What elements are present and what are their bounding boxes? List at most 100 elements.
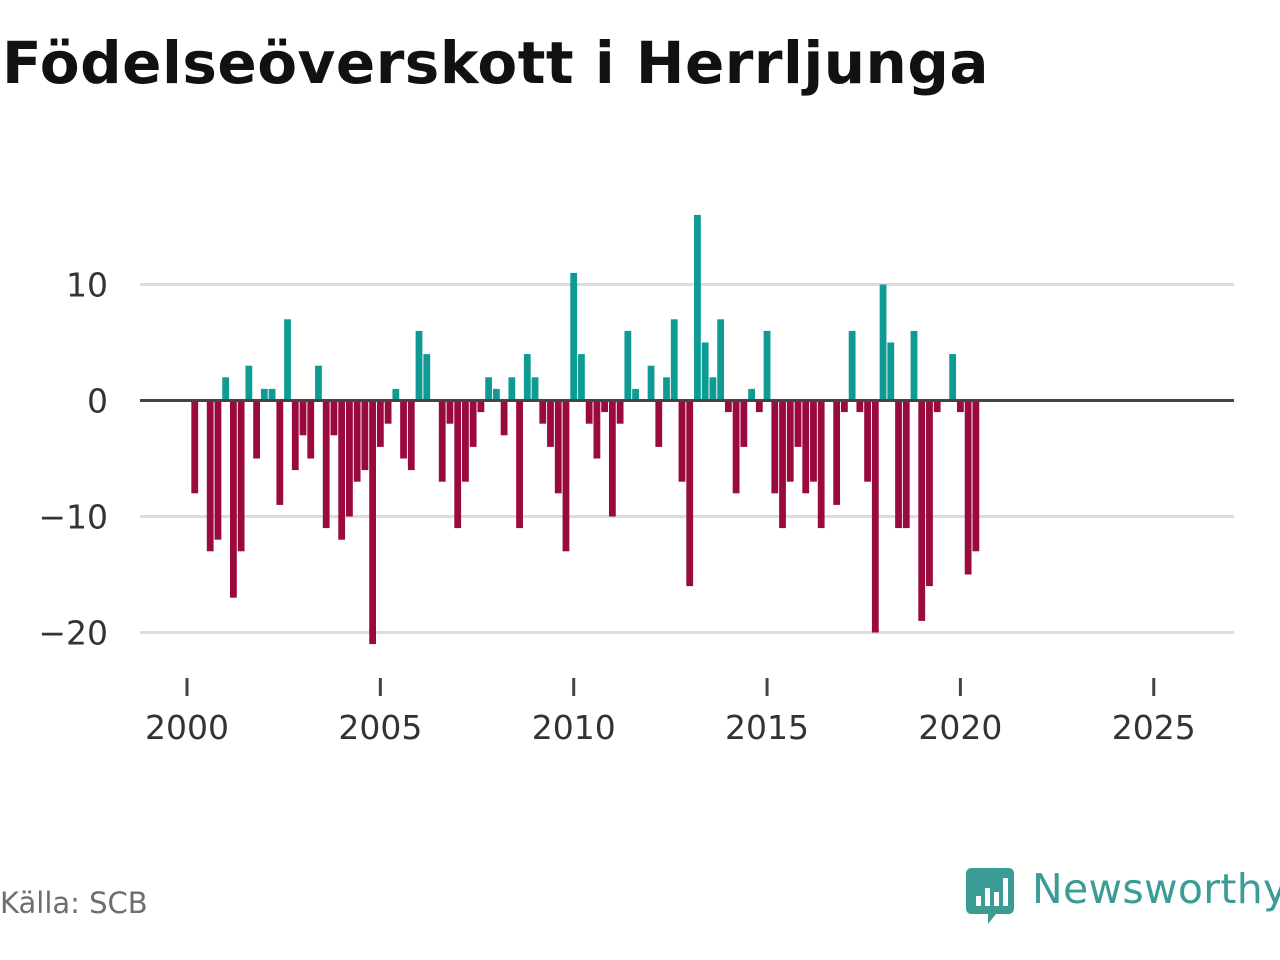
- bar: [299, 400, 307, 436]
- bar: [245, 365, 253, 401]
- bar: [771, 400, 779, 494]
- bar: [871, 400, 879, 633]
- x-tick-label: 2020: [918, 708, 1002, 747]
- bar: [570, 272, 578, 401]
- bar: [833, 400, 841, 505]
- brand-name: Newsworthy: [1032, 865, 1280, 913]
- bar: [763, 330, 771, 401]
- bar: [330, 400, 338, 436]
- bar: [686, 400, 694, 587]
- bar: [222, 377, 230, 401]
- bar: [601, 400, 609, 413]
- y-tick-label: −20: [38, 614, 108, 653]
- bar: [500, 400, 508, 436]
- bars-group: [191, 214, 980, 645]
- bar: [887, 342, 895, 401]
- bar: [918, 400, 926, 621]
- y-axis: 10 0 −10 −20: [38, 266, 108, 653]
- bar: [879, 284, 887, 401]
- bar: [717, 319, 725, 401]
- bar: [624, 330, 632, 401]
- chart-title: Födelseöverskott i Herrljunga: [2, 29, 989, 97]
- bar: [655, 400, 663, 447]
- bar: [454, 400, 462, 529]
- bar: [485, 377, 493, 401]
- bar: [748, 388, 755, 401]
- y-tick-label: −10: [38, 498, 108, 537]
- bar: [616, 400, 624, 424]
- x-tick-label: 2010: [532, 708, 616, 747]
- y-tick-label: 0: [87, 382, 108, 421]
- bar: [794, 400, 802, 447]
- bar: [802, 400, 810, 494]
- bar: [384, 400, 392, 424]
- bar: [407, 400, 415, 471]
- bar: [910, 330, 918, 401]
- bar: [346, 400, 353, 517]
- bar: [477, 400, 485, 413]
- bar: [740, 400, 748, 447]
- bar: [237, 400, 245, 552]
- x-axis: 2000 2005 2010 2015 2020 2025: [145, 678, 1196, 747]
- bar: [392, 388, 400, 401]
- bar: [724, 400, 732, 413]
- bar: [415, 330, 423, 401]
- bar: [694, 214, 701, 401]
- source-label: Källa: SCB: [0, 886, 148, 920]
- bar: [926, 400, 933, 587]
- bar: [462, 400, 469, 482]
- bar: [608, 400, 616, 517]
- bar: [260, 388, 268, 401]
- bar: [492, 388, 500, 401]
- bar: [701, 342, 709, 401]
- bar: [446, 400, 454, 424]
- y-tick-label: 10: [66, 266, 108, 305]
- bar: [972, 400, 980, 552]
- bar: [840, 400, 848, 413]
- bar: [554, 400, 562, 494]
- bar: [755, 400, 763, 413]
- bar: [647, 365, 655, 401]
- bar: [322, 400, 330, 529]
- bar: [539, 400, 547, 424]
- x-tick-label: 2025: [1112, 708, 1196, 747]
- bar: [307, 400, 315, 459]
- newsworthy-logo[interactable]: Newsworthy: [964, 866, 1280, 928]
- bar: [376, 400, 384, 447]
- bar: [369, 400, 377, 645]
- bar: [438, 400, 446, 482]
- bar: [856, 400, 864, 413]
- bar: [670, 319, 678, 401]
- bar: [315, 365, 322, 401]
- bar: [523, 354, 531, 401]
- bar: [206, 400, 214, 552]
- bar: [191, 400, 199, 494]
- x-tick-label: 2005: [338, 708, 422, 747]
- bar: [732, 400, 740, 494]
- bar: [284, 319, 291, 401]
- bar: [810, 400, 817, 482]
- bar: [353, 400, 361, 482]
- bar: [663, 377, 670, 401]
- bar: [578, 354, 585, 401]
- bar: [632, 388, 639, 401]
- bar: [957, 400, 964, 413]
- bar: [214, 400, 222, 540]
- bar: [933, 400, 941, 413]
- bar: [562, 400, 570, 552]
- bar: [516, 400, 523, 529]
- bar: [902, 400, 910, 529]
- bar: [817, 400, 825, 529]
- bar: [230, 400, 237, 598]
- bar: [338, 400, 346, 540]
- x-tick-label: 2015: [725, 708, 809, 747]
- bar: [547, 400, 554, 447]
- bar: [400, 400, 407, 459]
- bar: [585, 400, 593, 424]
- bar: [469, 400, 477, 447]
- bar: [864, 400, 871, 482]
- bar: [895, 400, 902, 529]
- bar: [779, 400, 786, 529]
- bar: [276, 400, 284, 505]
